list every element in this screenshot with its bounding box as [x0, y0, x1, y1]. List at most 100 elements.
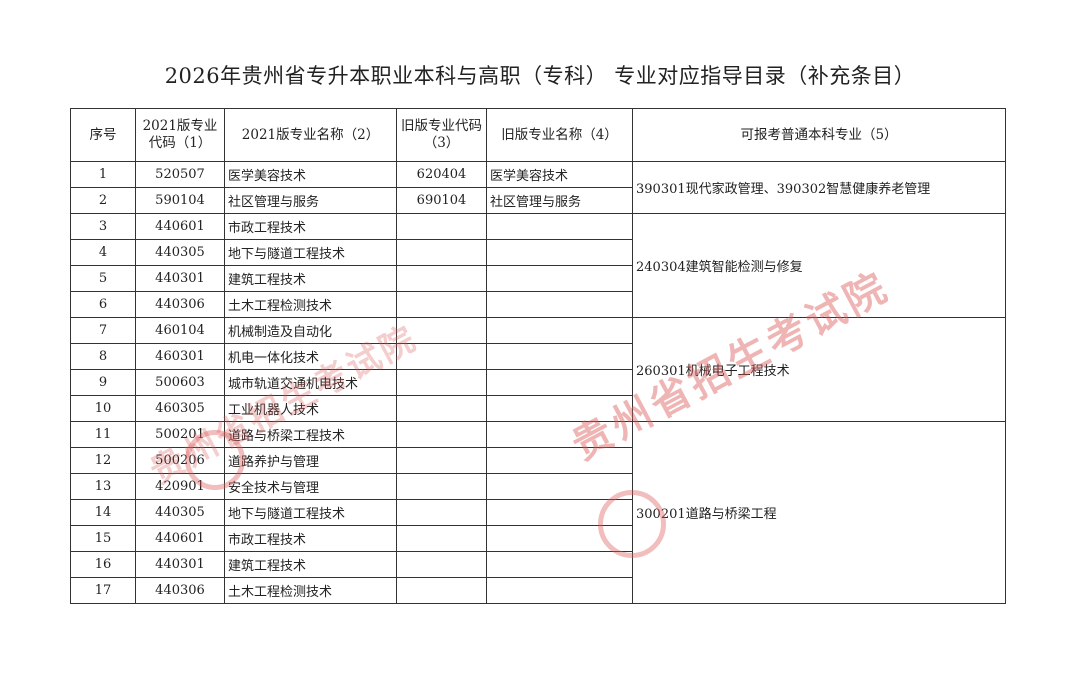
new-code: 440301 — [135, 265, 225, 292]
row-number: 4 — [70, 239, 136, 266]
new-name: 机械制造及自动化 — [224, 317, 397, 344]
old-name — [486, 239, 633, 266]
new-name: 安全技术与管理 — [224, 473, 397, 500]
column-header: 旧版专业名称（4） — [486, 108, 633, 162]
row-number: 10 — [70, 395, 136, 422]
table-row: 6 440306 土木工程检测技术 — [70, 291, 1006, 318]
catalog-table: 序号 2021版专业代码（1） 2021版专业名称（2） 旧版专业代码（3） 旧版专业名… — [70, 108, 1006, 604]
new-code: 520507 — [135, 161, 225, 188]
old-code — [396, 239, 487, 266]
table-row: 7 460104 机械制造及自动化 260301机械电子工程技术 — [70, 317, 1006, 422]
old-code — [396, 265, 487, 292]
table-row: 5 440301 建筑工程技术 — [70, 265, 1006, 292]
new-code: 500206 — [135, 447, 225, 474]
row-number: 7 — [70, 317, 136, 344]
table-row: 9 500603 城市轨道交通机电技术 — [70, 369, 1006, 396]
new-code: 420901 — [135, 473, 225, 500]
new-code: 460104 — [135, 317, 225, 344]
old-code — [396, 447, 487, 474]
old-code — [396, 525, 487, 552]
new-code: 440301 — [135, 551, 225, 578]
old-code: 620404 — [396, 161, 487, 188]
new-code: 500603 — [135, 369, 225, 396]
new-code: 440306 — [135, 291, 225, 318]
row-number: 13 — [70, 473, 136, 500]
old-code — [396, 291, 487, 318]
table-row: 8 460301 机电一体化技术 — [70, 343, 1006, 370]
old-code — [396, 499, 487, 526]
new-name: 道路养护与管理 — [224, 447, 397, 474]
new-name: 土木工程检测技术 — [224, 291, 397, 318]
table-row: 14 440305 地下与隧道工程技术 — [70, 499, 1006, 526]
table-row: 17 440306 土木工程检测技术 — [70, 577, 1006, 604]
new-code: 440601 — [135, 213, 225, 240]
old-code: 690104 — [396, 187, 487, 214]
old-code — [396, 473, 487, 500]
table-row: 3 440601 市政工程技术 240304建筑智能检测与修复 — [70, 213, 1006, 318]
row-number: 3 — [70, 213, 136, 240]
old-code — [396, 343, 487, 370]
old-name — [486, 317, 633, 344]
table-row: 12 500206 道路养护与管理 — [70, 447, 1006, 474]
table-row: 2 590104 社区管理与服务 690104 社区管理与服务 — [70, 187, 1006, 214]
new-name: 地下与隧道工程技术 — [224, 499, 397, 526]
old-name — [486, 525, 633, 552]
new-name: 市政工程技术 — [224, 525, 397, 552]
new-code: 440306 — [135, 577, 225, 604]
eligible-undergrad-majors: 260301机械电子工程技术 — [632, 317, 1006, 422]
old-name — [486, 577, 633, 604]
row-number: 5 — [70, 265, 136, 292]
old-name — [486, 343, 633, 370]
table-row: 16 440301 建筑工程技术 — [70, 551, 1006, 578]
old-name: 医学美容技术 — [486, 161, 633, 188]
old-name — [486, 473, 633, 500]
new-name: 城市轨道交通机电技术 — [224, 369, 397, 396]
old-name — [486, 421, 633, 448]
row-number: 17 — [70, 577, 136, 604]
new-code: 500201 — [135, 421, 225, 448]
old-code — [396, 317, 487, 344]
old-name — [486, 551, 633, 578]
new-name: 社区管理与服务 — [224, 187, 397, 214]
row-number: 16 — [70, 551, 136, 578]
old-name — [486, 395, 633, 422]
eligible-undergrad-majors: 240304建筑智能检测与修复 — [632, 213, 1006, 318]
header-row: 序号 2021版专业代码（1） 2021版专业名称（2） 旧版专业代码（3） 旧版专业名… — [70, 108, 1006, 162]
column-header: 2021版专业名称（2） — [224, 108, 397, 162]
old-code — [396, 577, 487, 604]
new-code: 460301 — [135, 343, 225, 370]
old-name — [486, 369, 633, 396]
row-number: 6 — [70, 291, 136, 318]
new-code: 440601 — [135, 525, 225, 552]
column-header: 可报考普通本科专业（5） — [632, 108, 1006, 162]
table-row: 1 520507 医学美容技术 620404 医学美容技术 390301现代家政管理、39… — [70, 161, 1006, 214]
old-name — [486, 265, 633, 292]
table-row: 11 500201 道路与桥梁工程技术 300201道路与桥梁工程 — [70, 421, 1006, 604]
old-code — [396, 213, 487, 240]
old-code — [396, 551, 487, 578]
row-number: 1 — [70, 161, 136, 188]
row-number: 9 — [70, 369, 136, 396]
eligible-undergrad-majors: 300201道路与桥梁工程 — [632, 421, 1006, 604]
document-title: 2026年贵州省专升本职业本科与高职（专科） 专业对应指导目录（补充条目） — [164, 64, 916, 88]
new-name: 机电一体化技术 — [224, 343, 397, 370]
new-name: 土木工程检测技术 — [224, 577, 397, 604]
row-number: 12 — [70, 447, 136, 474]
table-row: 13 420901 安全技术与管理 — [70, 473, 1006, 500]
row-number: 11 — [70, 421, 136, 448]
row-number: 15 — [70, 525, 136, 552]
column-header: 序号 — [70, 108, 136, 162]
new-name: 医学美容技术 — [224, 161, 397, 188]
old-code — [396, 395, 487, 422]
row-number: 8 — [70, 343, 136, 370]
column-header: 2021版专业代码（1） — [135, 108, 225, 162]
column-header: 旧版专业代码（3） — [396, 108, 487, 162]
row-number: 14 — [70, 499, 136, 526]
old-name — [486, 499, 633, 526]
new-name: 建筑工程技术 — [224, 551, 397, 578]
new-name: 道路与桥梁工程技术 — [224, 421, 397, 448]
old-code — [396, 421, 487, 448]
row-number: 2 — [70, 187, 136, 214]
new-code: 590104 — [135, 187, 225, 214]
old-name: 社区管理与服务 — [486, 187, 633, 214]
